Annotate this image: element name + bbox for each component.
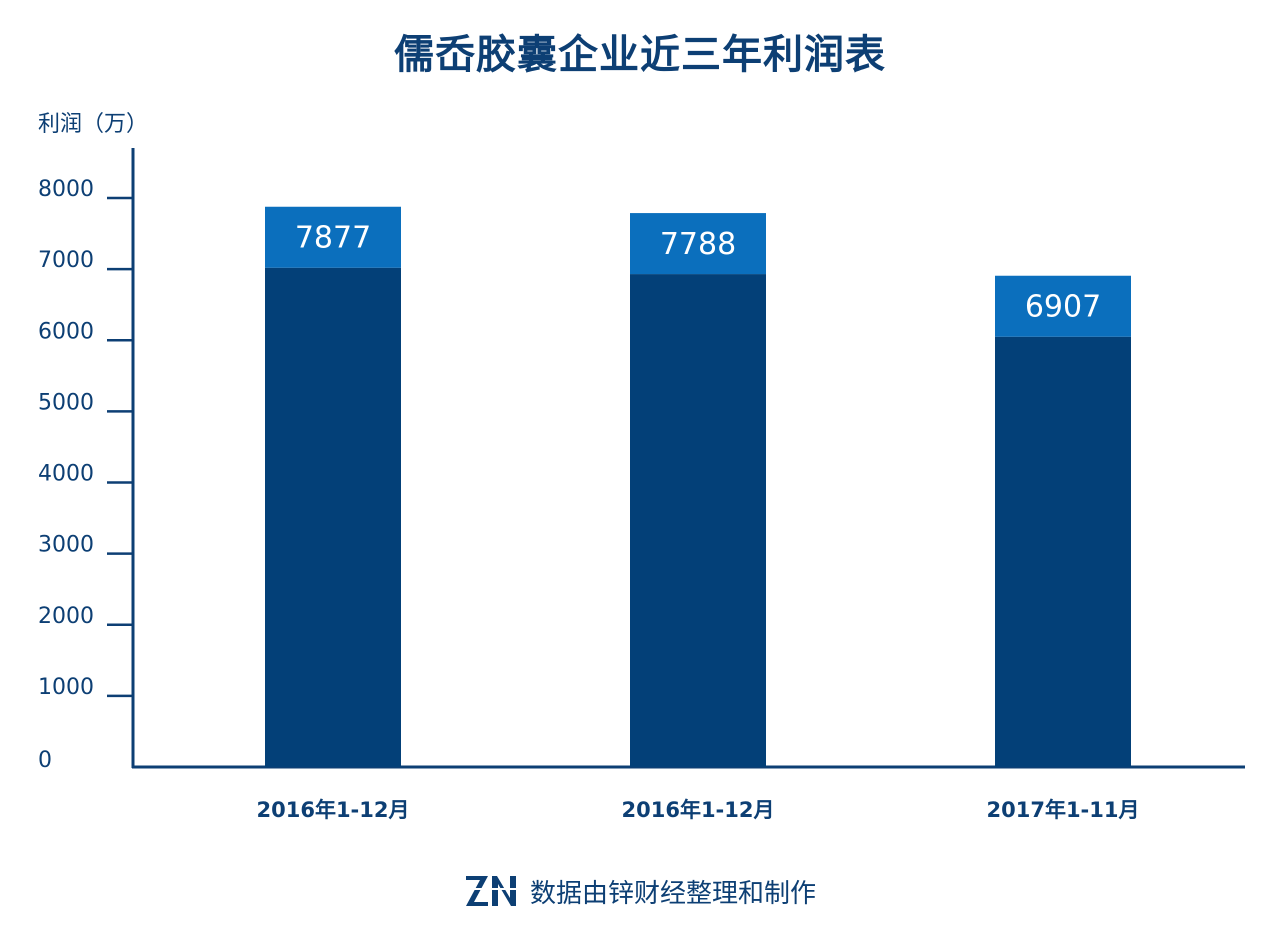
y-tick-label: 8000 xyxy=(38,177,94,202)
bar xyxy=(630,274,766,767)
x-tick-label: 2017年1-11月 xyxy=(987,798,1140,822)
chart-title: 儒岙胶囊企业近三年利润表 xyxy=(394,32,886,78)
y-tick-label: 7000 xyxy=(38,248,94,273)
y-tick-label: 4000 xyxy=(38,462,94,487)
bar-value-label: 6907 xyxy=(1025,290,1101,325)
bar-value-label: 7788 xyxy=(660,227,736,262)
bar xyxy=(995,336,1131,767)
y-tick-label: 5000 xyxy=(38,390,94,415)
y-tick-label: 6000 xyxy=(38,319,94,344)
y-tick-label: 0 xyxy=(38,748,52,773)
zn-logo-icon xyxy=(464,872,520,910)
y-tick-label: 3000 xyxy=(38,533,94,558)
y-tick-label: 2000 xyxy=(38,604,94,629)
bar-cap xyxy=(995,275,1131,337)
bar-value-label: 7877 xyxy=(295,221,371,256)
footer: 数据由锌财经整理和制作 xyxy=(0,872,1280,910)
y-axis-label: 利润（万） xyxy=(38,112,149,137)
bar xyxy=(265,267,401,767)
x-tick-label: 2016年1-12月 xyxy=(257,798,410,822)
y-tick-label: 1000 xyxy=(38,675,94,700)
x-tick-label: 2016年1-12月 xyxy=(622,798,775,822)
bar-cap xyxy=(630,213,766,275)
bar-cap xyxy=(265,206,401,268)
footer-text: 数据由锌财经整理和制作 xyxy=(529,878,816,909)
